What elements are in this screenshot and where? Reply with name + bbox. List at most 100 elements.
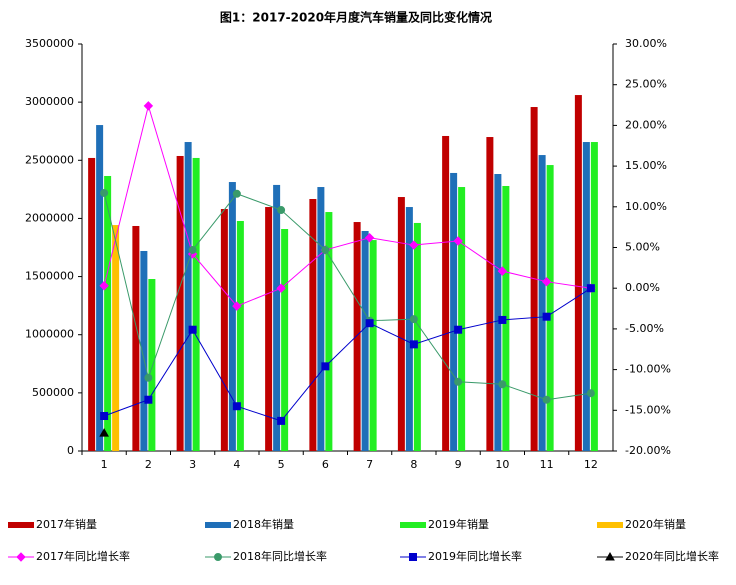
line-marker <box>188 325 197 334</box>
y2-tick-label: 5.00% <box>625 241 660 254</box>
y2-tick-label: 10.00% <box>625 200 667 213</box>
x-tick-label: 8 <box>410 458 417 471</box>
bar <box>442 135 450 451</box>
y2-tick-label: 20.00% <box>625 118 667 131</box>
bar <box>546 165 554 452</box>
y2-tick-label: 15.00% <box>625 159 667 172</box>
y2-tick-label: 0.00% <box>625 281 660 294</box>
line-marker <box>409 340 418 349</box>
bar <box>236 220 244 451</box>
y2-tick-label: -5.00% <box>625 322 664 335</box>
bar <box>192 157 200 451</box>
y2-tick-label: -15.00% <box>625 403 671 416</box>
bar <box>494 174 502 451</box>
line-marker <box>454 377 463 386</box>
line-marker <box>409 240 419 250</box>
bar <box>405 207 413 451</box>
bar <box>353 222 361 451</box>
line-marker <box>498 380 507 389</box>
x-tick-label: 11 <box>540 458 554 471</box>
y-tick-label: 2000000 <box>25 211 74 224</box>
bar <box>309 199 317 451</box>
line-marker <box>99 281 109 291</box>
line-marker <box>143 101 154 111</box>
bar <box>184 142 192 451</box>
bar <box>273 184 281 451</box>
line-marker <box>586 389 595 398</box>
legend-label: 2017年销量 <box>36 517 97 531</box>
line-marker <box>409 315 418 324</box>
line-marker <box>542 395 551 404</box>
legend-swatch <box>205 522 231 528</box>
line-marker <box>453 236 463 246</box>
bar <box>413 222 421 451</box>
legend-marker <box>16 552 26 562</box>
legend-label: 2019年销量 <box>428 517 489 531</box>
bar <box>325 212 333 451</box>
line-marker <box>321 362 330 371</box>
line-marker <box>497 266 508 276</box>
bar <box>112 225 120 451</box>
y-tick-label: 1000000 <box>25 328 74 341</box>
line-marker <box>454 325 463 334</box>
bar <box>132 225 140 451</box>
bar <box>140 250 148 451</box>
legend-label: 2017年同比增长率 <box>36 549 130 563</box>
line-marker <box>541 276 552 287</box>
bar <box>397 197 405 451</box>
x-tick-label: 1 <box>101 458 108 471</box>
bar <box>590 142 598 451</box>
legend-label: 2020年同比增长率 <box>625 549 719 563</box>
y2-tick-label: -20.00% <box>625 444 671 457</box>
legend-marker <box>605 551 615 561</box>
legend-swatch <box>8 522 34 528</box>
x-tick-label: 9 <box>455 458 462 471</box>
bar <box>574 95 582 451</box>
line-marker <box>586 284 595 293</box>
y-tick-label: 1500000 <box>25 270 74 283</box>
line-marker <box>100 411 109 420</box>
bar <box>538 155 546 451</box>
line-marker <box>276 283 286 293</box>
line-marker <box>232 402 241 411</box>
bar <box>281 229 289 451</box>
x-tick-label: 6 <box>322 458 329 471</box>
x-tick-label: 10 <box>495 458 509 471</box>
x-tick-label: 3 <box>189 458 196 471</box>
chart-title: 图1：2017-2020年月度汽车销量及同比变化情况 <box>220 10 492 25</box>
line-marker <box>144 373 153 382</box>
y-tick-label: 500000 <box>32 386 74 399</box>
y-tick-label: 0 <box>67 444 74 457</box>
bar <box>176 155 184 451</box>
legend-marker <box>214 553 222 561</box>
bar <box>265 207 273 451</box>
bar <box>582 142 590 451</box>
line-marker <box>364 233 375 243</box>
bar <box>458 187 466 451</box>
bar <box>96 125 104 451</box>
bar <box>104 175 112 451</box>
y-tick-label: 3500000 <box>25 37 74 50</box>
line-marker <box>542 312 551 321</box>
bar <box>450 172 458 451</box>
bar <box>220 209 228 451</box>
line-marker <box>232 301 242 311</box>
bar <box>148 279 156 451</box>
bar <box>228 182 236 452</box>
line-marker <box>321 245 330 254</box>
x-tick-label: 7 <box>366 458 373 471</box>
legend-marker <box>409 553 417 561</box>
y2-tick-label: 30.00% <box>625 37 667 50</box>
line-marker <box>188 245 197 254</box>
x-tick-label: 12 <box>584 458 598 471</box>
y2-tick-label: 25.00% <box>625 78 667 91</box>
legend-swatch <box>400 522 426 528</box>
line-marker <box>277 206 286 215</box>
bar <box>361 230 369 451</box>
y2-tick-label: -10.00% <box>625 363 671 376</box>
y-tick-label: 2500000 <box>25 153 74 166</box>
x-tick-label: 5 <box>278 458 285 471</box>
line-marker <box>144 395 153 404</box>
bar <box>317 187 325 451</box>
